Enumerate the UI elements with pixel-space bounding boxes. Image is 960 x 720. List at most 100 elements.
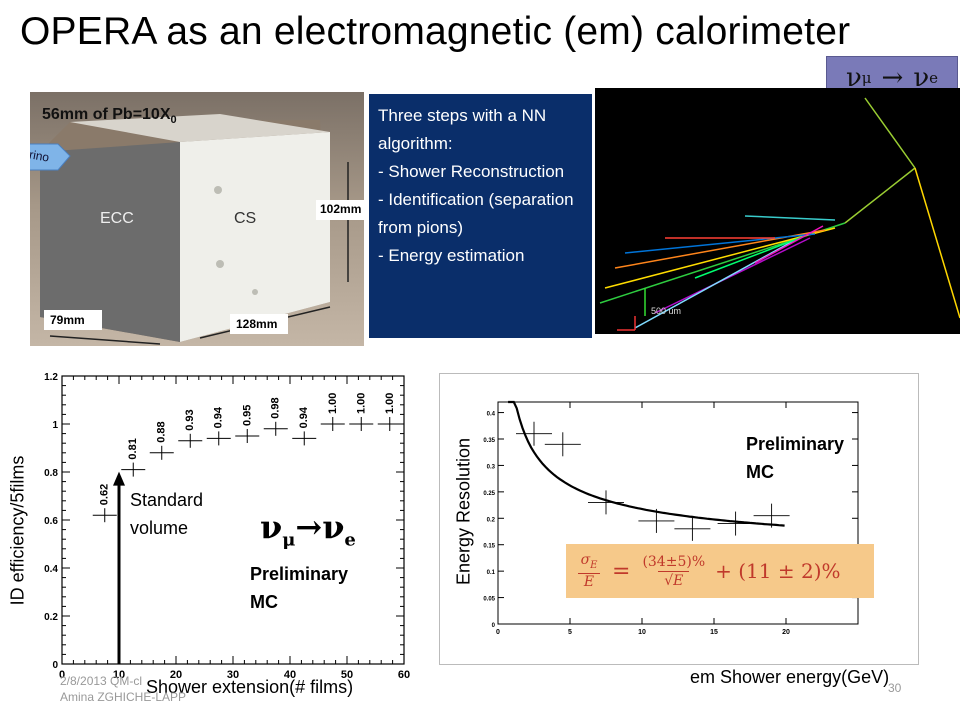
formula-num: (34±5)% bbox=[642, 553, 706, 570]
right-ytick-label: 0.1 bbox=[487, 570, 496, 576]
formula-right-fraction: (34±5)% √E bbox=[642, 553, 705, 590]
right-preliminary-line1: Preliminary bbox=[746, 434, 845, 454]
right-plot-frame bbox=[497, 401, 859, 625]
left-xtick-label: 10 bbox=[113, 669, 125, 681]
right-xtick-label: 0 bbox=[496, 629, 500, 636]
left-ytick-label: 1 bbox=[52, 420, 58, 431]
left-ytick-label: 0.8 bbox=[44, 468, 58, 479]
energy-resolution-svg: 0 0.05 0.1 0.15 0.2 0.25 0.3 0.35 0.4 0 5 10 15 20 bbox=[483, 400, 859, 636]
formula-den: √E bbox=[658, 570, 690, 590]
right-ytick-label: 0.15 bbox=[483, 544, 495, 550]
left-reaction-label: νμ→νe bbox=[260, 508, 356, 550]
left-preliminary-line2: MC bbox=[250, 592, 278, 612]
left-ylabel: ID efficiency/5films bbox=[7, 455, 28, 606]
brick-illustration bbox=[30, 114, 364, 345]
formula-sigma-symbol: σ bbox=[580, 551, 591, 568]
right-ytick-label: 0.3 bbox=[487, 464, 496, 470]
formula-left-fraction: σE E bbox=[578, 552, 600, 590]
formula-sigma: σE bbox=[581, 552, 598, 574]
page-title: OPERA as an electromagnetic (em) calorim… bbox=[20, 10, 851, 53]
left-data-label: 0.98 bbox=[270, 397, 282, 418]
left-reaction-to-sub: e bbox=[344, 529, 356, 551]
left-data-label: 1.00 bbox=[384, 393, 396, 414]
footer-author: Amina ZGHICHE-LAPP bbox=[60, 690, 187, 704]
right-xtick-label: 15 bbox=[710, 629, 718, 636]
left-reaction-arrow: → bbox=[295, 508, 323, 546]
right-ytick-label: 0.2 bbox=[487, 517, 496, 523]
fit-curve bbox=[508, 400, 785, 527]
left-reaction-from-sub: μ bbox=[282, 529, 296, 551]
left-xlabel: Shower extension(# films) bbox=[146, 677, 354, 697]
left-ytick-label: 0.6 bbox=[44, 516, 58, 527]
left-data-label: 0.93 bbox=[184, 409, 196, 430]
left-ytick-label: 0.2 bbox=[44, 612, 58, 623]
right-ytick-label: 0.35 bbox=[483, 438, 495, 444]
right-xtick-label: 5 bbox=[568, 629, 572, 636]
left-reaction-to: ν bbox=[322, 508, 345, 546]
right-xlabel: em Shower energy(GeV) bbox=[690, 667, 890, 687]
cs-label: CS bbox=[234, 210, 257, 227]
left-xtick-label: 30 bbox=[227, 669, 239, 681]
right-xtick-label: 20 bbox=[782, 629, 790, 636]
steps-item-reconstruction: - Shower Reconstruction bbox=[378, 162, 565, 181]
steps-box: Three steps with a NN algorithm: - Showe… bbox=[369, 94, 592, 338]
standard-volume-arrowhead bbox=[113, 471, 125, 486]
standard-volume-line1: Standard bbox=[130, 490, 204, 510]
left-data-label: 1.00 bbox=[355, 393, 367, 414]
left-xtick-label: 20 bbox=[170, 669, 182, 681]
left-ytick-label: 1.2 bbox=[44, 372, 58, 383]
footer: 2/8/2013 QM-cl Amina ZGHICHE-LAPP bbox=[60, 673, 186, 705]
page-number: 30 bbox=[888, 681, 902, 695]
right-preliminary-line2: MC bbox=[746, 462, 774, 482]
formula-sigma-sub: E bbox=[590, 559, 598, 571]
ecc-label: ECC bbox=[100, 210, 134, 227]
brick-photo: 56mm of Pb=10X0 neutrino ECC CS 102mm 12… bbox=[30, 92, 364, 346]
reaction-arrow: → bbox=[881, 63, 904, 93]
dim-height-label: 102mm bbox=[320, 202, 362, 216]
resolution-formula: σE E = (34±5)% √E + (11 ± 2)% bbox=[566, 544, 874, 598]
left-preliminary-label: Preliminary MC bbox=[250, 560, 348, 616]
formula-sigma-den: E bbox=[578, 573, 600, 590]
left-preliminary-line1: Preliminary bbox=[250, 564, 349, 584]
left-xtick-label: 60 bbox=[398, 669, 410, 681]
id-efficiency-chart: 0 0.2 0.4 0.6 0.8 1 1.2 0 10 20 30 40 50 60 0.62 0.81 0.… bbox=[38, 364, 418, 694]
left-xtick-label: 50 bbox=[341, 669, 353, 681]
left-data-label: 0.88 bbox=[156, 421, 168, 442]
left-data-label: 0.94 bbox=[213, 406, 225, 428]
left-ytick-label: 0.4 bbox=[44, 564, 58, 575]
reaction-from-sub: μ bbox=[861, 69, 872, 87]
standard-volume-line2: volume bbox=[130, 518, 189, 538]
scale-label: 500 um bbox=[651, 306, 682, 316]
right-ylabel: Energy Resolution bbox=[453, 437, 474, 586]
reaction-to-sub: e bbox=[929, 69, 939, 87]
footer-date: 2/8/2013 QM-cl bbox=[60, 674, 143, 688]
steps-item-energy: - Energy estimation bbox=[378, 246, 525, 265]
steps-item-identification: - Identification (separation from pions) bbox=[378, 190, 574, 237]
dim-width-label: 128mm bbox=[236, 317, 278, 331]
left-data-label: 0.94 bbox=[298, 406, 310, 428]
left-data-label: 0.81 bbox=[127, 438, 139, 459]
photo-caption-sub: 0 bbox=[170, 114, 177, 127]
left-reaction-from: ν bbox=[260, 508, 283, 546]
right-xtick-label: 10 bbox=[638, 629, 646, 636]
left-ytick-label: 0 bbox=[52, 660, 58, 671]
right-ytick-label: 0.4 bbox=[487, 412, 496, 418]
reaction-from: ν bbox=[845, 63, 862, 93]
energy-resolution-chart: 0 0.05 0.1 0.15 0.2 0.25 0.3 0.35 0.4 0 5 10 15 20 σE… bbox=[440, 374, 918, 664]
steps-heading: Three steps with a NN algorithm: bbox=[378, 106, 547, 153]
event-display: 500 um bbox=[595, 88, 960, 334]
standard-volume-label: Standard volume bbox=[130, 486, 203, 542]
shower-tracks bbox=[599, 97, 960, 331]
right-ytick-label: 0 bbox=[492, 623, 496, 629]
photo-caption-text: 56mm of Pb=10X bbox=[42, 106, 171, 123]
photo-caption: 56mm of Pb=10X0 bbox=[42, 106, 177, 126]
reaction-to: ν bbox=[913, 63, 930, 93]
formula-equals: = bbox=[612, 558, 631, 584]
left-data-label: 1.00 bbox=[327, 393, 339, 414]
right-preliminary-label: Preliminary MC bbox=[746, 430, 844, 486]
right-ytick-label: 0.05 bbox=[483, 597, 495, 603]
left-data-label: 0.62 bbox=[99, 484, 111, 505]
formula-plus: + (11 ± 2)% bbox=[715, 559, 841, 583]
left-xtick-label: 0 bbox=[59, 669, 65, 681]
left-xtick-label: 40 bbox=[284, 669, 296, 681]
